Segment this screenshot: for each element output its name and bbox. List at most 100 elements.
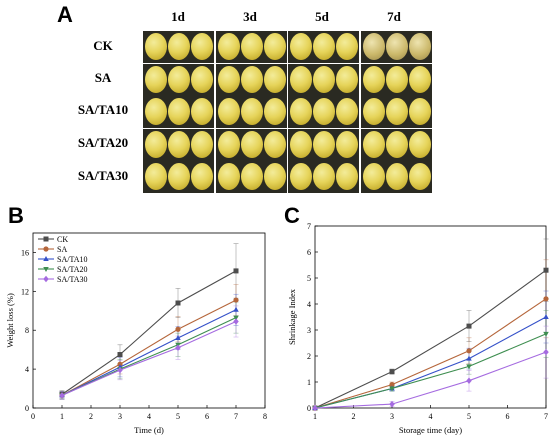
fruit-image xyxy=(263,33,286,60)
data-point xyxy=(233,315,239,321)
fruit-image xyxy=(385,98,408,125)
x-tick-label: 3 xyxy=(118,412,122,421)
y-axis-label: Weight loss (%) xyxy=(5,293,15,348)
panel-a-letter: A xyxy=(57,2,73,27)
fruit-image xyxy=(217,130,240,158)
series-line xyxy=(61,309,237,396)
data-point xyxy=(543,296,549,302)
data-point xyxy=(233,297,239,303)
fruit-photo xyxy=(288,161,359,193)
series-line xyxy=(61,299,237,396)
fruit-image xyxy=(240,98,263,125)
legend-label: SA xyxy=(57,245,67,254)
x-tick-label: 6 xyxy=(205,412,209,421)
fruit-image xyxy=(336,65,358,93)
fruit-image xyxy=(336,98,358,125)
legend-marker xyxy=(43,246,49,252)
column-label-5d: 5d xyxy=(315,9,329,24)
fruit-photo xyxy=(288,31,359,63)
fruit-image xyxy=(168,98,190,125)
data-point xyxy=(389,369,395,375)
column-label-7d: 7d xyxy=(387,9,401,24)
data-point xyxy=(389,400,395,408)
x-tick-label: 2 xyxy=(352,412,356,421)
fruit-image xyxy=(408,98,431,125)
series-line xyxy=(61,270,237,395)
fruit-image xyxy=(217,163,240,190)
fruit-photo xyxy=(288,128,359,161)
fruit-image xyxy=(217,33,240,60)
data-point xyxy=(117,352,123,358)
y-tick-label: 12 xyxy=(21,287,29,296)
x-tick-label: 5 xyxy=(176,412,180,421)
fruit-image xyxy=(290,130,312,158)
data-point xyxy=(175,326,181,332)
fruit-image xyxy=(168,130,190,158)
fruit-image xyxy=(408,130,431,158)
fruit-image xyxy=(290,33,312,60)
legend-label: SA/TA20 xyxy=(57,265,87,274)
fruit-image xyxy=(263,65,286,93)
data-point xyxy=(466,348,472,354)
fruit-image xyxy=(145,163,167,190)
fruit-photo xyxy=(143,128,214,161)
x-tick-label: 1 xyxy=(60,412,64,421)
fruit-image xyxy=(240,65,263,93)
fruit-photo-grid xyxy=(143,31,432,193)
y-tick-label: 7 xyxy=(307,222,311,231)
x-tick-label: 2 xyxy=(89,412,93,421)
data-point xyxy=(312,404,318,412)
x-tick-label: 7 xyxy=(234,412,238,421)
data-point xyxy=(117,366,123,374)
fruit-image xyxy=(385,163,408,190)
y-tick-label: 3 xyxy=(307,326,311,335)
fruit-photo xyxy=(288,96,359,128)
fruit-image xyxy=(145,65,167,93)
x-tick-label: 1 xyxy=(313,412,317,421)
x-tick-label: 7 xyxy=(544,412,548,421)
fruit-photo xyxy=(360,128,432,161)
data-point xyxy=(175,335,181,340)
x-axis-label: Time (d) xyxy=(134,425,164,435)
fruit-image xyxy=(191,65,213,93)
fruit-image xyxy=(313,65,335,93)
x-tick-label: 8 xyxy=(263,412,267,421)
data-point xyxy=(466,355,472,361)
fruit-image xyxy=(336,163,358,190)
series-line xyxy=(314,316,547,409)
fruit-image xyxy=(168,65,190,93)
fruit-image xyxy=(362,130,385,158)
y-tick-label: 0 xyxy=(25,404,29,413)
fruit-image xyxy=(191,33,213,60)
x-tick-label: 5 xyxy=(467,412,471,421)
data-point xyxy=(233,306,239,312)
data-point xyxy=(543,267,549,273)
fruit-image xyxy=(145,33,167,60)
data-point xyxy=(543,348,549,356)
series-line xyxy=(314,269,547,409)
fruit-image xyxy=(145,98,167,125)
fruit-image xyxy=(290,98,312,125)
fruit-image xyxy=(217,65,240,93)
fruit-photo xyxy=(143,161,214,193)
fruit-image xyxy=(362,33,385,60)
x-tick-label: 3 xyxy=(390,412,394,421)
series-line xyxy=(314,298,547,409)
data-point xyxy=(389,382,395,388)
y-tick-label: 2 xyxy=(307,352,311,361)
y-tick-label: 16 xyxy=(21,248,29,257)
row-label-sa-ta30: SA/TA30 xyxy=(77,168,129,183)
fruit-photo xyxy=(215,96,287,128)
x-axis-label: Storage time (day) xyxy=(399,425,462,435)
fruit-image xyxy=(362,98,385,125)
data-point xyxy=(175,344,181,351)
fruit-image xyxy=(145,130,167,158)
fruit-image xyxy=(191,130,213,158)
fruit-photo xyxy=(360,96,432,128)
y-tick-label: 8 xyxy=(25,326,29,335)
row-label-sa: SA xyxy=(94,70,112,85)
fruit-image xyxy=(240,163,263,190)
x-tick-label: 6 xyxy=(506,412,510,421)
